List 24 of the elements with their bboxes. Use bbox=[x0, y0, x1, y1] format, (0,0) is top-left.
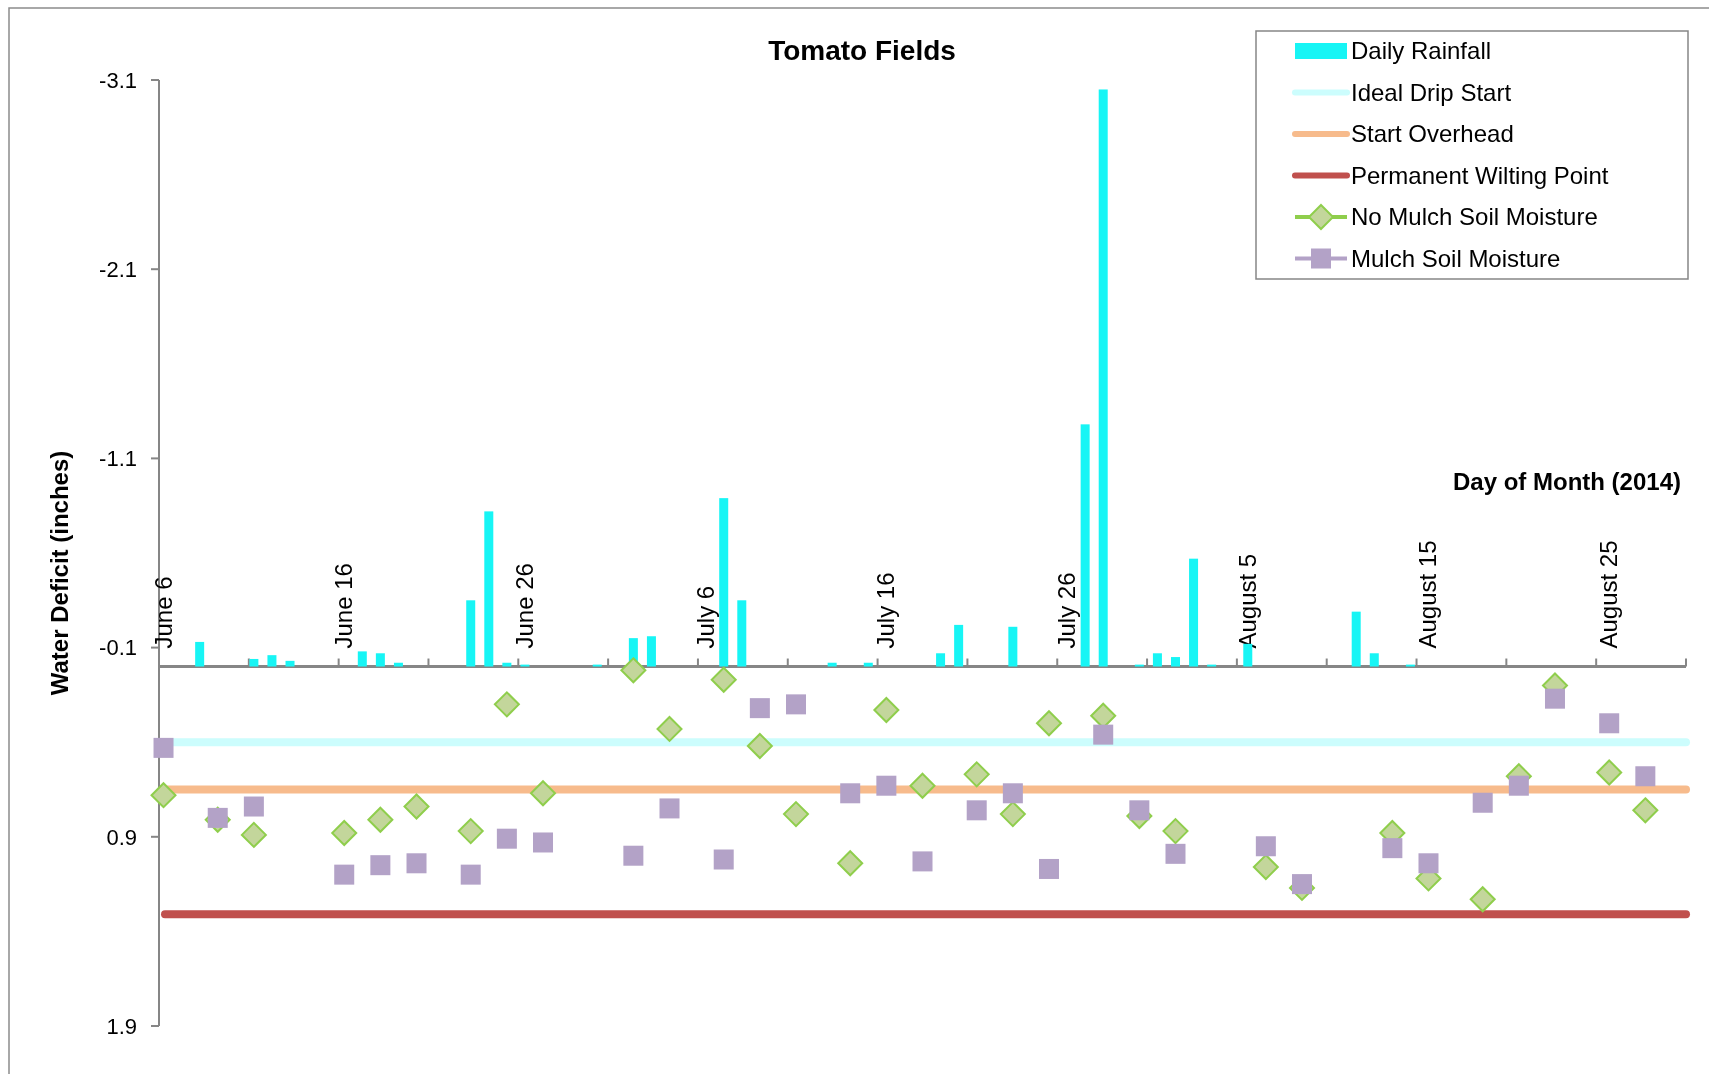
legend-label: Mulch Soil Moisture bbox=[1351, 244, 1561, 272]
legend-label: Ideal Drip Start bbox=[1351, 78, 1512, 106]
chart-title: Tomato Fields bbox=[768, 35, 956, 66]
y-tick-label: 0.9 bbox=[106, 824, 137, 850]
y-tick-label: 1.9 bbox=[106, 1013, 137, 1039]
y-tick-label: -0.1 bbox=[99, 635, 137, 661]
x-tick-label: July 26 bbox=[1053, 572, 1081, 649]
x-tick-label: August 5 bbox=[1233, 553, 1261, 649]
y-tick-label: -2.1 bbox=[99, 256, 137, 282]
legend-label: No Mulch Soil Moisture bbox=[1351, 203, 1598, 231]
y-tick-label: -3.1 bbox=[99, 67, 137, 93]
x-tick-label: July 6 bbox=[691, 585, 719, 649]
x-tick-label: June 16 bbox=[330, 563, 358, 649]
x-axis-title: Day of Month (2014) bbox=[1452, 468, 1681, 495]
x-tick-label: June 6 bbox=[149, 576, 177, 649]
legend-label: Permanent Wilting Point bbox=[1351, 161, 1609, 189]
x-tick-label: July 16 bbox=[872, 572, 900, 649]
x-tick-label: August 25 bbox=[1595, 540, 1623, 649]
y-axis-title: Water Deficit (inches) bbox=[46, 450, 73, 696]
legend-label: Start Overhead bbox=[1351, 120, 1514, 148]
y-tick-label: -1.1 bbox=[99, 446, 137, 472]
x-tick-label: August 15 bbox=[1414, 540, 1442, 649]
x-tick-label: June 26 bbox=[510, 563, 538, 649]
legend-label: Daily Rainfall bbox=[1351, 37, 1492, 65]
